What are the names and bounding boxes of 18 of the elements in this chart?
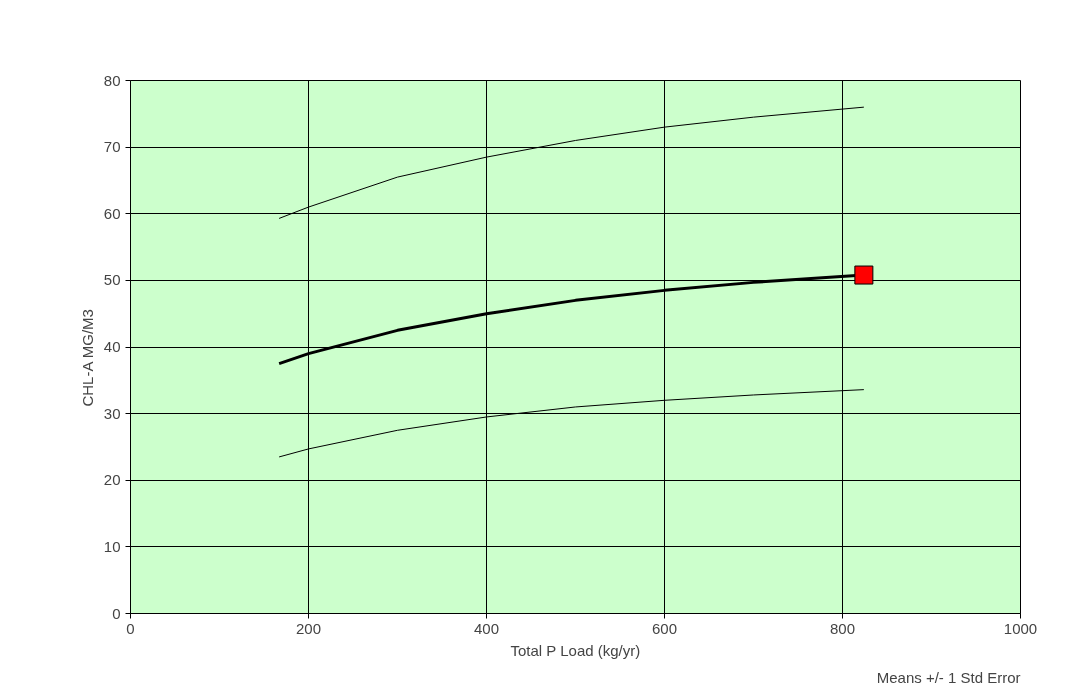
x-tick-label: 1000 — [1003, 619, 1038, 637]
y-tick-label: 80 — [103, 71, 121, 89]
y-tick-label: 40 — [103, 338, 121, 355]
x-tick-label: 200 — [295, 619, 322, 637]
y-tick-label: 60 — [103, 204, 121, 222]
text: Means +/- 1 Std Error — [876, 668, 1021, 686]
y-axis-title: CHL-A MG/M3 — [78, 309, 96, 407]
y-tick-label: 70 — [103, 138, 121, 156]
y-tick-label: 50 — [103, 271, 121, 289]
x-tick-label: 0 — [126, 619, 135, 637]
x-axis-title: Total P Load (kg/yr) — [510, 641, 641, 659]
x-tick-label: 600 — [651, 619, 678, 637]
y-tick-label: 30 — [103, 404, 121, 422]
y-tick-label: 0 — [112, 604, 121, 622]
y-tick-label: 20 — [103, 471, 121, 489]
y-tick-label: 10 — [103, 537, 121, 555]
x-tick-label: 400 — [473, 619, 500, 637]
x-tick-label: 800 — [829, 619, 856, 637]
